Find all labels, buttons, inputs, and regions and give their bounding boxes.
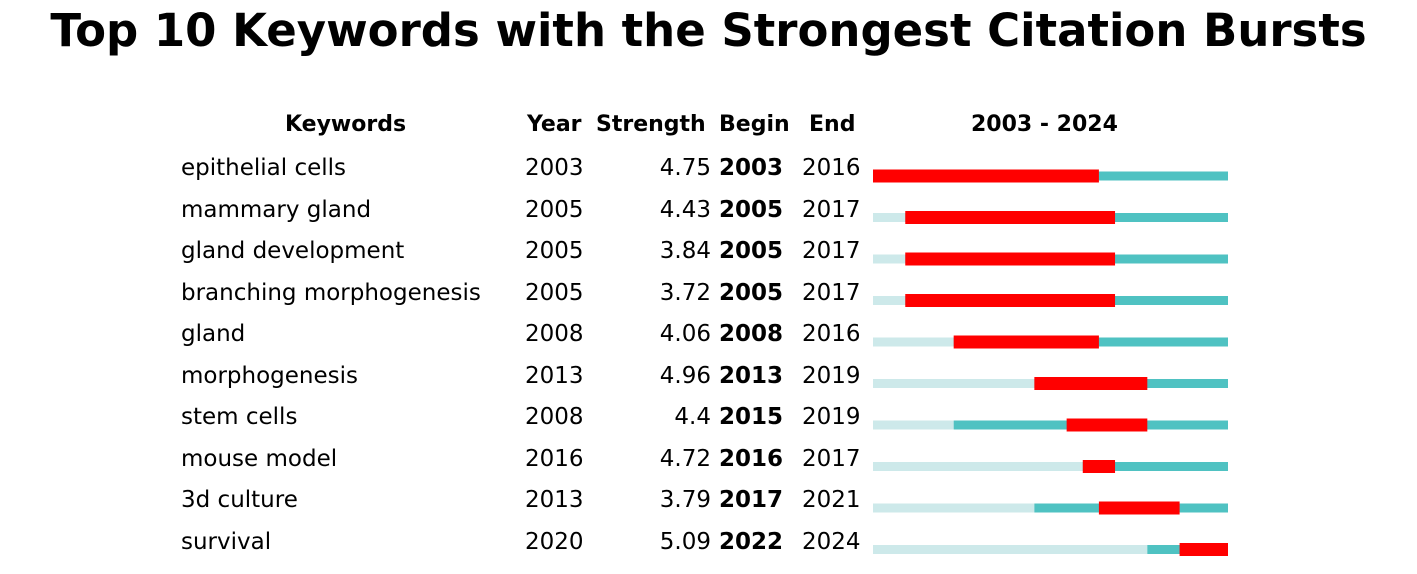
end-year: 2016 <box>802 155 861 181</box>
burst-bar <box>1066 418 1148 432</box>
end-year: 2019 <box>802 362 861 389</box>
burst-bar <box>1098 501 1180 515</box>
keyword-label: survival <box>181 528 272 555</box>
strength-value: 3.84 <box>659 238 711 264</box>
header-keywords: Keywords <box>285 112 407 137</box>
year-value: 2020 <box>525 528 584 555</box>
header-begin: Begin <box>719 112 790 137</box>
begin-year: 2003 <box>719 155 784 181</box>
begin-year: 2005 <box>719 279 784 306</box>
inactive-period-bar <box>873 296 906 305</box>
begin-year: 2015 <box>719 404 784 430</box>
keyword-label: epithelial cells <box>181 155 347 181</box>
strength-value: 4.72 <box>659 445 711 472</box>
year-value: 2005 <box>525 279 584 306</box>
end-year: 2016 <box>802 321 861 347</box>
strength-value: 3.79 <box>659 487 711 513</box>
burst-bar <box>1034 377 1148 390</box>
inactive-period-bar <box>873 337 954 347</box>
begin-year: 2005 <box>719 196 784 223</box>
end-year: 2024 <box>802 528 861 555</box>
end-year: 2017 <box>802 445 861 472</box>
active-period-bar <box>1082 462 1228 471</box>
year-value: 2008 <box>525 404 584 430</box>
strength-value: 5.09 <box>659 528 711 555</box>
strength-value: 4.96 <box>659 362 711 389</box>
inactive-period-bar <box>873 462 1083 471</box>
header-end: End <box>809 112 856 137</box>
keyword-label: mammary gland <box>181 196 372 223</box>
header-year: Year <box>527 112 582 137</box>
burst-bar <box>1082 460 1116 473</box>
header-strength: Strength <box>596 112 706 137</box>
end-year: 2017 <box>802 279 861 306</box>
inactive-period-bar <box>873 254 906 264</box>
begin-year: 2013 <box>719 362 784 389</box>
strength-value: 4.43 <box>659 196 711 223</box>
year-value: 2013 <box>525 362 584 389</box>
keyword-label: 3d culture <box>181 487 298 513</box>
keyword-label: morphogenesis <box>181 362 359 389</box>
year-value: 2013 <box>525 487 584 513</box>
burst-bar <box>1179 543 1228 556</box>
burst-bar <box>873 169 1099 183</box>
burst-bar <box>905 211 1116 224</box>
end-year: 2017 <box>802 238 861 264</box>
year-value: 2005 <box>525 238 584 264</box>
header-range: 2003 - 2024 <box>971 112 1118 137</box>
keyword-label: gland development <box>181 238 405 264</box>
begin-year: 2005 <box>719 238 784 264</box>
end-year: 2017 <box>802 196 861 223</box>
keyword-label: gland <box>181 321 246 347</box>
burst-bar <box>905 294 1116 307</box>
keyword-label: branching morphogenesis <box>181 279 481 306</box>
strength-value: 4.75 <box>659 155 711 181</box>
end-year: 2021 <box>802 487 861 513</box>
strength-value: 4.4 <box>674 404 711 430</box>
begin-year: 2022 <box>719 528 784 555</box>
year-value: 2016 <box>525 445 584 472</box>
inactive-period-bar <box>873 503 1035 513</box>
keyword-label: mouse model <box>181 445 338 472</box>
begin-year: 2017 <box>719 487 784 513</box>
inactive-period-bar <box>873 420 954 430</box>
burst-bar <box>953 335 1099 349</box>
inactive-period-bar <box>873 213 906 222</box>
year-value: 2003 <box>525 155 584 181</box>
inactive-period-bar <box>873 379 1035 388</box>
year-value: 2008 <box>525 321 584 347</box>
burst-bar <box>905 252 1116 266</box>
begin-year: 2008 <box>719 321 784 347</box>
year-value: 2005 <box>525 196 584 223</box>
keyword-label: stem cells <box>181 404 298 430</box>
strength-value: 4.06 <box>659 321 711 347</box>
strength-value: 3.72 <box>659 279 711 306</box>
inactive-period-bar <box>873 545 1148 554</box>
end-year: 2019 <box>802 404 861 430</box>
chart-title: Top 10 Keywords with the Strongest Citat… <box>50 4 1367 57</box>
begin-year: 2016 <box>719 445 784 472</box>
